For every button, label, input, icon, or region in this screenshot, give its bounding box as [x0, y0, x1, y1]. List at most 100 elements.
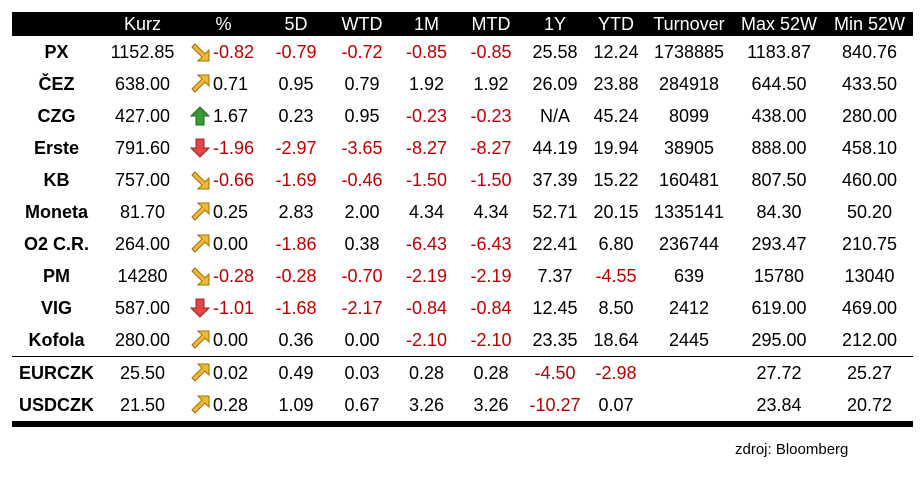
cell-kurz: 81.70: [119, 201, 166, 222]
cell-min52: 433.50: [841, 73, 898, 94]
column-header: Min 52W: [833, 13, 905, 34]
cell-pct: -1.01: [184, 292, 263, 324]
cell-wtd: 0.79: [344, 73, 380, 94]
cell-m1: 4.34: [408, 201, 445, 222]
cell-ytd: 6.80: [598, 233, 634, 254]
pct-value: 0.00: [213, 329, 249, 350]
cell-max52: 84.30: [756, 201, 802, 222]
cell-max52: 807.50: [751, 169, 807, 190]
cell-turnover: 2412: [668, 297, 710, 318]
cell-ytd: 12.24: [593, 41, 639, 62]
cell-wtd: 0.03: [329, 356, 395, 389]
cell-d5: -1.69: [275, 169, 317, 190]
pct-value: -0.82: [213, 41, 255, 62]
cell-turnover: 160481: [658, 169, 720, 190]
cell-m1: -6.43: [405, 233, 448, 254]
cell-kurz: 638.00: [114, 73, 171, 94]
ticker-name: PX: [44, 41, 69, 62]
cell-m1: -8.27: [405, 137, 448, 158]
cell-kurz: 264.00: [114, 233, 171, 254]
cell-turnover: 284918: [658, 73, 720, 94]
cell-turnover: 2445: [668, 329, 710, 350]
ticker-name: VIG: [40, 297, 72, 318]
table-row: VIG 587.00 -1.01 -1.68 -2.17 -0.84 -0.84 12.45 8…: [12, 292, 913, 324]
cell-kurz: 757.00: [114, 169, 171, 190]
market-table: Kurz% 5D WTD 1M MTD 1Y YTD Turnover Max 52W Min 5…: [12, 12, 913, 421]
cell-d5: 0.95: [278, 73, 314, 94]
cell-turnover: 8099: [668, 105, 710, 126]
cell-mtd: -0.23: [470, 105, 512, 126]
ticker-name: Kofola: [28, 329, 85, 350]
pct-value: 0.71: [213, 73, 249, 94]
column-header: YTD: [598, 13, 634, 34]
ticker-name: PM: [43, 265, 70, 286]
cell-ytd: 0.07: [598, 394, 634, 415]
cell-pct: 0.28: [184, 389, 263, 421]
up-right-arrow-icon: [191, 234, 210, 253]
cell-y1: 44.19: [532, 137, 578, 158]
cell-max52: 295.00: [751, 329, 807, 350]
cell-min52: 458.10: [841, 137, 898, 158]
column-header: Max 52W: [740, 13, 818, 34]
cell-mtd: -6.43: [470, 233, 512, 254]
column-header: Kurz: [123, 13, 161, 34]
up-right-arrow-icon: [191, 74, 210, 93]
cell-pct: 0.00: [184, 324, 263, 357]
cell-ytd: -4.55: [595, 265, 637, 286]
cell-kurz: 587.00: [114, 297, 171, 318]
cell-min52: 50.20: [846, 201, 893, 222]
cell-pct: 1.67: [184, 100, 263, 132]
up-right-arrow-icon: [191, 395, 210, 414]
cell-min52: 25.27: [826, 356, 913, 389]
cell-turnover: [646, 356, 732, 389]
ticker-name: EURCZK: [12, 356, 101, 389]
cell-d5: 0.36: [278, 329, 314, 350]
table-row: Erste 791.60 -1.96 -2.97 -3.65 -8.27 -8.27 44.1…: [12, 132, 913, 164]
ticker-name: O2 C.R.: [23, 233, 89, 254]
cell-m1: 3.26: [408, 394, 445, 415]
cell-d5: 0.49: [263, 356, 329, 389]
up-right-arrow-icon: [191, 202, 210, 221]
cell-y1: 23.35: [532, 329, 578, 350]
cell-ytd: 15.22: [593, 169, 639, 190]
bottom-divider-bar: [12, 421, 913, 427]
pct-value: -1.01: [213, 297, 255, 318]
cell-mtd: -2.19: [470, 265, 512, 286]
cell-d5: -1.68: [275, 297, 317, 318]
cell-turnover: [646, 389, 732, 421]
cell-y1: N/A: [539, 105, 570, 126]
cell-min52: 212.00: [841, 329, 898, 350]
cell-max52: 619.00: [751, 297, 807, 318]
cell-m1: -1.50: [405, 169, 448, 190]
table-row: O2 C.R. 264.00 0.00 -1.86 0.38 -6.43 -6.43 22.4…: [12, 228, 913, 260]
cell-wtd: -2.17: [341, 297, 383, 318]
column-header: 1Y: [543, 13, 567, 34]
cell-y1: 26.09: [532, 73, 578, 94]
pct-value: 0.00: [213, 233, 249, 254]
table-row: ČEZ 638.00 0.71 0.95 0.79 1.92 1.92 26.09 23.88 2…: [12, 68, 913, 100]
market-table-container: Kurz% 5D WTD 1M MTD 1Y YTD Turnover Max 52W Min 5…: [12, 12, 913, 421]
cell-wtd: 2.00: [344, 201, 380, 222]
cell-y1: 22.41: [532, 233, 578, 254]
cell-max52: 23.84: [756, 394, 802, 415]
ticker-name: Erste: [33, 137, 80, 158]
down-right-arrow-icon: [191, 170, 210, 189]
ticker-name: USDCZK: [19, 394, 94, 415]
pct-value: -0.28: [213, 265, 255, 286]
cell-kurz: 427.00: [114, 105, 171, 126]
table-body: PX 1152.85 -0.82 -0.79 -0.72 -0.85 -0.85 25.58 1…: [12, 36, 913, 421]
cell-min52: 20.72: [846, 394, 893, 415]
cell-ytd: 23.88: [593, 73, 639, 94]
up-right-arrow-icon: [191, 363, 210, 382]
cell-y1: 25.58: [532, 41, 578, 62]
table-row: EURCZK 25.50 0.02 0.49 0.03 0.28 0.28 -4.50 -2.9…: [12, 356, 913, 389]
cell-m1: -0.23: [405, 105, 448, 126]
cell-d5: 2.83: [278, 201, 314, 222]
cell-pct: -0.82: [184, 36, 263, 68]
cell-pct: -0.28: [184, 260, 263, 292]
ticker-name: KB: [43, 169, 70, 190]
cell-y1: -4.50: [524, 356, 586, 389]
down-arrow-icon: [190, 138, 210, 158]
cell-wtd: 0.38: [344, 233, 380, 254]
down-right-arrow-icon: [191, 42, 210, 61]
